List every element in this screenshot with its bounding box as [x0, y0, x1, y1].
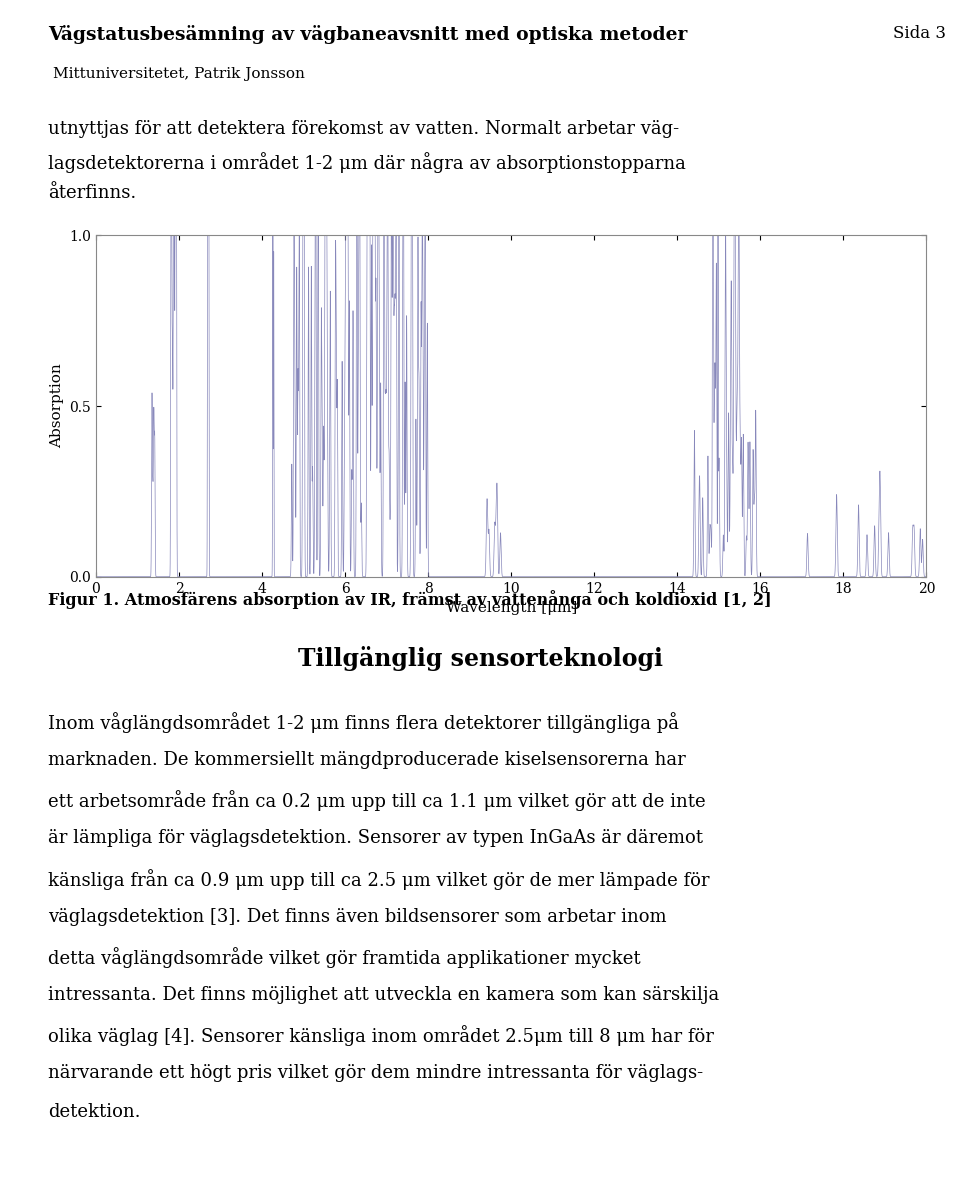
Y-axis label: Absorption: Absorption	[50, 364, 63, 448]
Text: Inom våglängdsområdet 1-2 μm finns flera detektorer tillgängliga på: Inom våglängdsområdet 1-2 μm finns flera…	[48, 712, 679, 733]
Text: olika väglag [4]. Sensorer känsliga inom området 2.5μm till 8 μm har för: olika väglag [4]. Sensorer känsliga inom…	[48, 1025, 714, 1046]
X-axis label: Wavelength [μm]: Wavelength [μm]	[445, 601, 577, 616]
Text: Mittuniversitetet, Patrik Jonsson: Mittuniversitetet, Patrik Jonsson	[53, 66, 304, 80]
Text: Vägstatusbesämning av vägbaneavsnitt med optiska metoder: Vägstatusbesämning av vägbaneavsnitt med…	[48, 25, 687, 44]
Text: är lämpliga för väglagsdetektion. Sensorer av typen InGaAs är däremot: är lämpliga för väglagsdetektion. Sensor…	[48, 830, 703, 847]
Text: känsliga från ca 0.9 μm upp till ca 2.5 μm vilket gör de mer lämpade för: känsliga från ca 0.9 μm upp till ca 2.5 …	[48, 869, 709, 890]
Text: Tillgänglig sensorteknologi: Tillgänglig sensorteknologi	[298, 646, 662, 671]
Text: intressanta. Det finns möjlighet att utveckla en kamera som kan särskilja: intressanta. Det finns möjlighet att utv…	[48, 986, 719, 1004]
Text: närvarande ett högt pris vilket gör dem mindre intressanta för väglags-: närvarande ett högt pris vilket gör dem …	[48, 1064, 703, 1082]
Text: återfinns.: återfinns.	[48, 184, 136, 201]
Text: detta våglängdsområde vilket gör framtida applikationer mycket: detta våglängdsområde vilket gör framtid…	[48, 946, 640, 967]
Text: marknaden. De kommersiellt mängdproducerade kiselsensorerna har: marknaden. De kommersiellt mängdproducer…	[48, 751, 685, 770]
Text: ett arbetsområde från ca 0.2 μm upp till ca 1.1 μm vilket gör att de inte: ett arbetsområde från ca 0.2 μm upp till…	[48, 791, 706, 811]
Text: väglagsdetektion [3]. Det finns även bildsensorer som arbetar inom: väglagsdetektion [3]. Det finns även bil…	[48, 907, 666, 925]
Text: detektion.: detektion.	[48, 1103, 140, 1122]
Text: Figur 1. Atmosfärens absorption av IR, främst av vattenånga och koldioxid [1, 2]: Figur 1. Atmosfärens absorption av IR, f…	[48, 590, 772, 609]
Text: lagsdetektorerna i området 1-2 μm där några av absorptionstopparna: lagsdetektorerna i området 1-2 μm där nå…	[48, 152, 685, 173]
Text: utnyttjas för att detektera förekomst av vatten. Normalt arbetar väg-: utnyttjas för att detektera förekomst av…	[48, 120, 679, 138]
Text: Sida 3: Sida 3	[893, 25, 946, 42]
